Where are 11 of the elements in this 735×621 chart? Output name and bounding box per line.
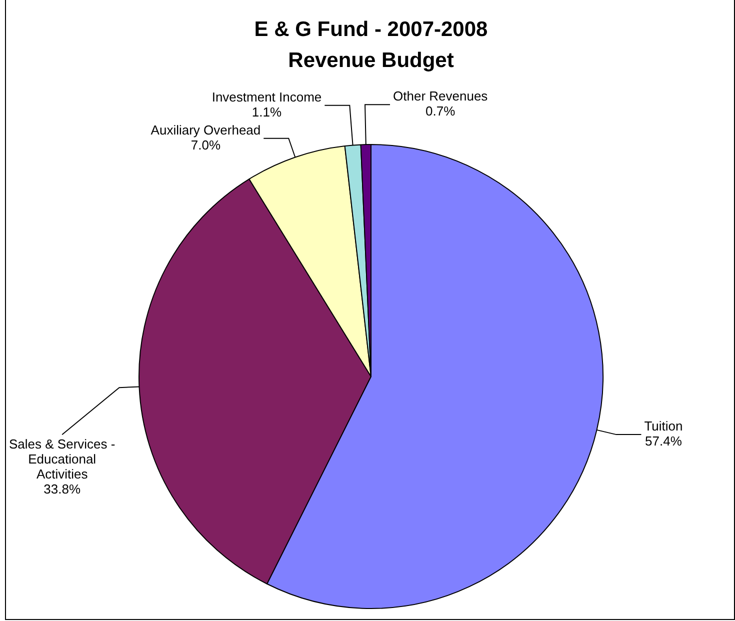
data-label: 57.4% <box>645 434 682 449</box>
chart-title: E & G Fund - 2007-2008 Revenue Budget <box>254 18 488 72</box>
data-label: 0.7% <box>426 104 456 119</box>
slice-label: Other Revenues <box>393 88 488 104</box>
data-label: 1.1% <box>252 104 282 120</box>
slice-label: Tuition <box>644 418 683 434</box>
slice-label: Sales & Services - Educational Activities <box>9 436 116 482</box>
data-label: 7.0% <box>190 137 221 152</box>
data-label: 33.8% <box>44 482 81 497</box>
slice-label: Investment Income <box>212 89 322 104</box>
slice-label: Auxiliary Overhead <box>150 122 261 138</box>
